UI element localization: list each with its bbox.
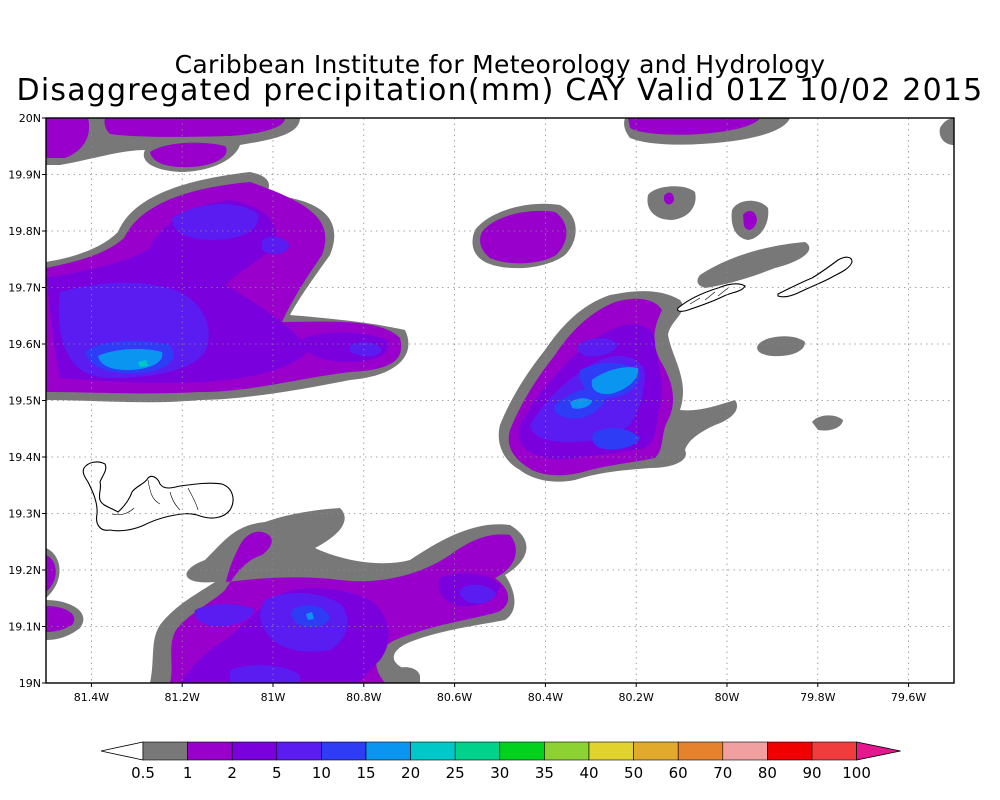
precip-contour-10-e3 (592, 428, 640, 450)
precip-contour-5-mid (262, 236, 290, 255)
island-cayman-brac-detail (689, 287, 729, 305)
lat-tick-label: 19.3N (8, 508, 41, 521)
colorbar-swatch (365, 741, 411, 761)
colorbar-level-label: 1 (183, 764, 193, 782)
chart-subtitle: Disaggregated precipitation(mm) CAY Vali… (16, 73, 984, 108)
precip-contour-1-ne1 (628, 118, 760, 135)
lon-tick-label: 80W (715, 691, 740, 704)
colorbar-level-label: 50 (624, 764, 643, 782)
colorbar-level-label: 70 (713, 764, 732, 782)
precip-contour-1-ne2 (664, 192, 674, 205)
lat-tick-label: 19.4N (8, 451, 41, 464)
island-cayman-brac (677, 283, 746, 312)
precip-contour-20 (138, 360, 148, 367)
precip-contour-1-le (46, 555, 56, 592)
lat-tick-label: 19.7N (8, 282, 41, 295)
lat-tick-label: 19N (19, 677, 41, 690)
precip-contour-15-s (306, 612, 314, 620)
colorbar-swatch (588, 741, 634, 761)
colorbar-level-label: 100 (842, 764, 871, 782)
precip-contour-5-arm (350, 342, 382, 357)
precip-contour-1-le2 (46, 606, 75, 632)
precip-contour-5-s3 (460, 584, 496, 604)
colorbar-swatch (722, 741, 768, 761)
precip-contour-0.5-ne7 (812, 415, 843, 431)
colorbar-swatch (276, 741, 322, 761)
colorbar-swatch (677, 741, 724, 761)
colorbar-swatch (321, 741, 367, 761)
map-grid (46, 118, 954, 683)
lat-tick-label: 19.2N (8, 564, 41, 577)
colorbar-level-label: 25 (446, 764, 465, 782)
precip-contour-15-e (591, 367, 639, 395)
island-little-cayman (777, 256, 853, 298)
colorbar: 0.5 1 2 5 10 15 20 25 30 35 40 50 60 70 80 90 100 (100, 741, 901, 782)
precip-contour-1-tl2 (104, 118, 285, 137)
colorbar-swatch (767, 741, 813, 761)
lat-tick-label: 19.6N (8, 338, 41, 351)
precip-contour-15-e2 (570, 398, 592, 409)
lon-tick-label: 81W (261, 691, 286, 704)
lat-tick-label: 19.5N (8, 395, 41, 408)
lon-tick-label: 80.4W (528, 691, 563, 704)
colorbar-level-label: 2 (227, 764, 237, 782)
lat-tick-label: 19.1N (8, 621, 41, 634)
precip-contour-5-s4 (230, 665, 300, 683)
colorbar-level-label: 0.5 (131, 764, 155, 782)
colorbar-swatch (454, 741, 501, 761)
precip-contour-0.5-ne5 (939, 118, 954, 145)
precip-contour-1-tl3 (150, 142, 227, 168)
lon-tick-label: 79.6W (891, 691, 926, 704)
colorbar-level-label: 35 (535, 764, 554, 782)
precip-contour-5-s2 (194, 604, 255, 627)
colorbar-swatch (544, 741, 590, 761)
precip-contour-0.5-ne6 (757, 336, 805, 357)
lon-tick-label: 79.8W (800, 691, 835, 704)
colorbar-level-label: 90 (802, 764, 821, 782)
colorbar-swatch (410, 741, 456, 761)
lon-tick-label: 81.2W (165, 691, 200, 704)
lat-axis: 20N 19.9N 19.8N 19.7N 19.6N 19.5N 19.4N 19.3N 19… (8, 112, 46, 690)
chart-title: Caribbean Institute for Meteorology and … (174, 50, 826, 79)
colorbar-under-arrow (100, 741, 144, 761)
lon-tick-label: 80.8W (346, 691, 381, 704)
lon-tick-label: 81.4W (74, 691, 109, 704)
lon-tick-label: 80.2W (619, 691, 654, 704)
colorbar-level-label: 30 (490, 764, 509, 782)
lat-tick-label: 19.9N (8, 169, 41, 182)
precipitation-field (46, 118, 954, 683)
precip-contour-1-tl (46, 118, 90, 158)
colorbar-level-label: 20 (401, 764, 420, 782)
colorbar-level-label: 5 (272, 764, 282, 782)
precip-contour-1-nc (480, 210, 567, 264)
colorbar-level-label: 15 (356, 764, 375, 782)
colorbar-swatch (187, 741, 233, 761)
precip-contour-0.5-ne4 (697, 242, 810, 288)
colorbar-swatch (811, 741, 857, 761)
lon-tick-label: 80.6W (437, 691, 472, 704)
colorbar-swatch (633, 741, 679, 761)
lon-axis: 81.4W 81.2W 81W 80.8W 80.6W 80.4W 80.2W 80W 79.8… (74, 683, 926, 704)
lat-tick-label: 19.8N (8, 225, 41, 238)
island-grand-cayman (82, 461, 234, 532)
colorbar-level-label: 40 (579, 764, 598, 782)
colorbar-level-label: 60 (669, 764, 688, 782)
colorbar-level-label: 10 (312, 764, 331, 782)
precip-contour-0.5-bm (390, 667, 420, 683)
lat-tick-label: 20N (19, 112, 41, 125)
precip-contour-1-ne3 (743, 210, 757, 230)
colorbar-over-arrow (856, 741, 901, 761)
precip-contour-5b (172, 203, 259, 240)
colorbar-level-label: 80 (758, 764, 777, 782)
colorbar-swatch (142, 741, 188, 761)
precip-contour-5-e2 (576, 338, 618, 357)
colorbar-swatch (499, 741, 545, 761)
colorbar-swatch (231, 741, 278, 761)
island-grand-cayman-detail (111, 479, 199, 516)
